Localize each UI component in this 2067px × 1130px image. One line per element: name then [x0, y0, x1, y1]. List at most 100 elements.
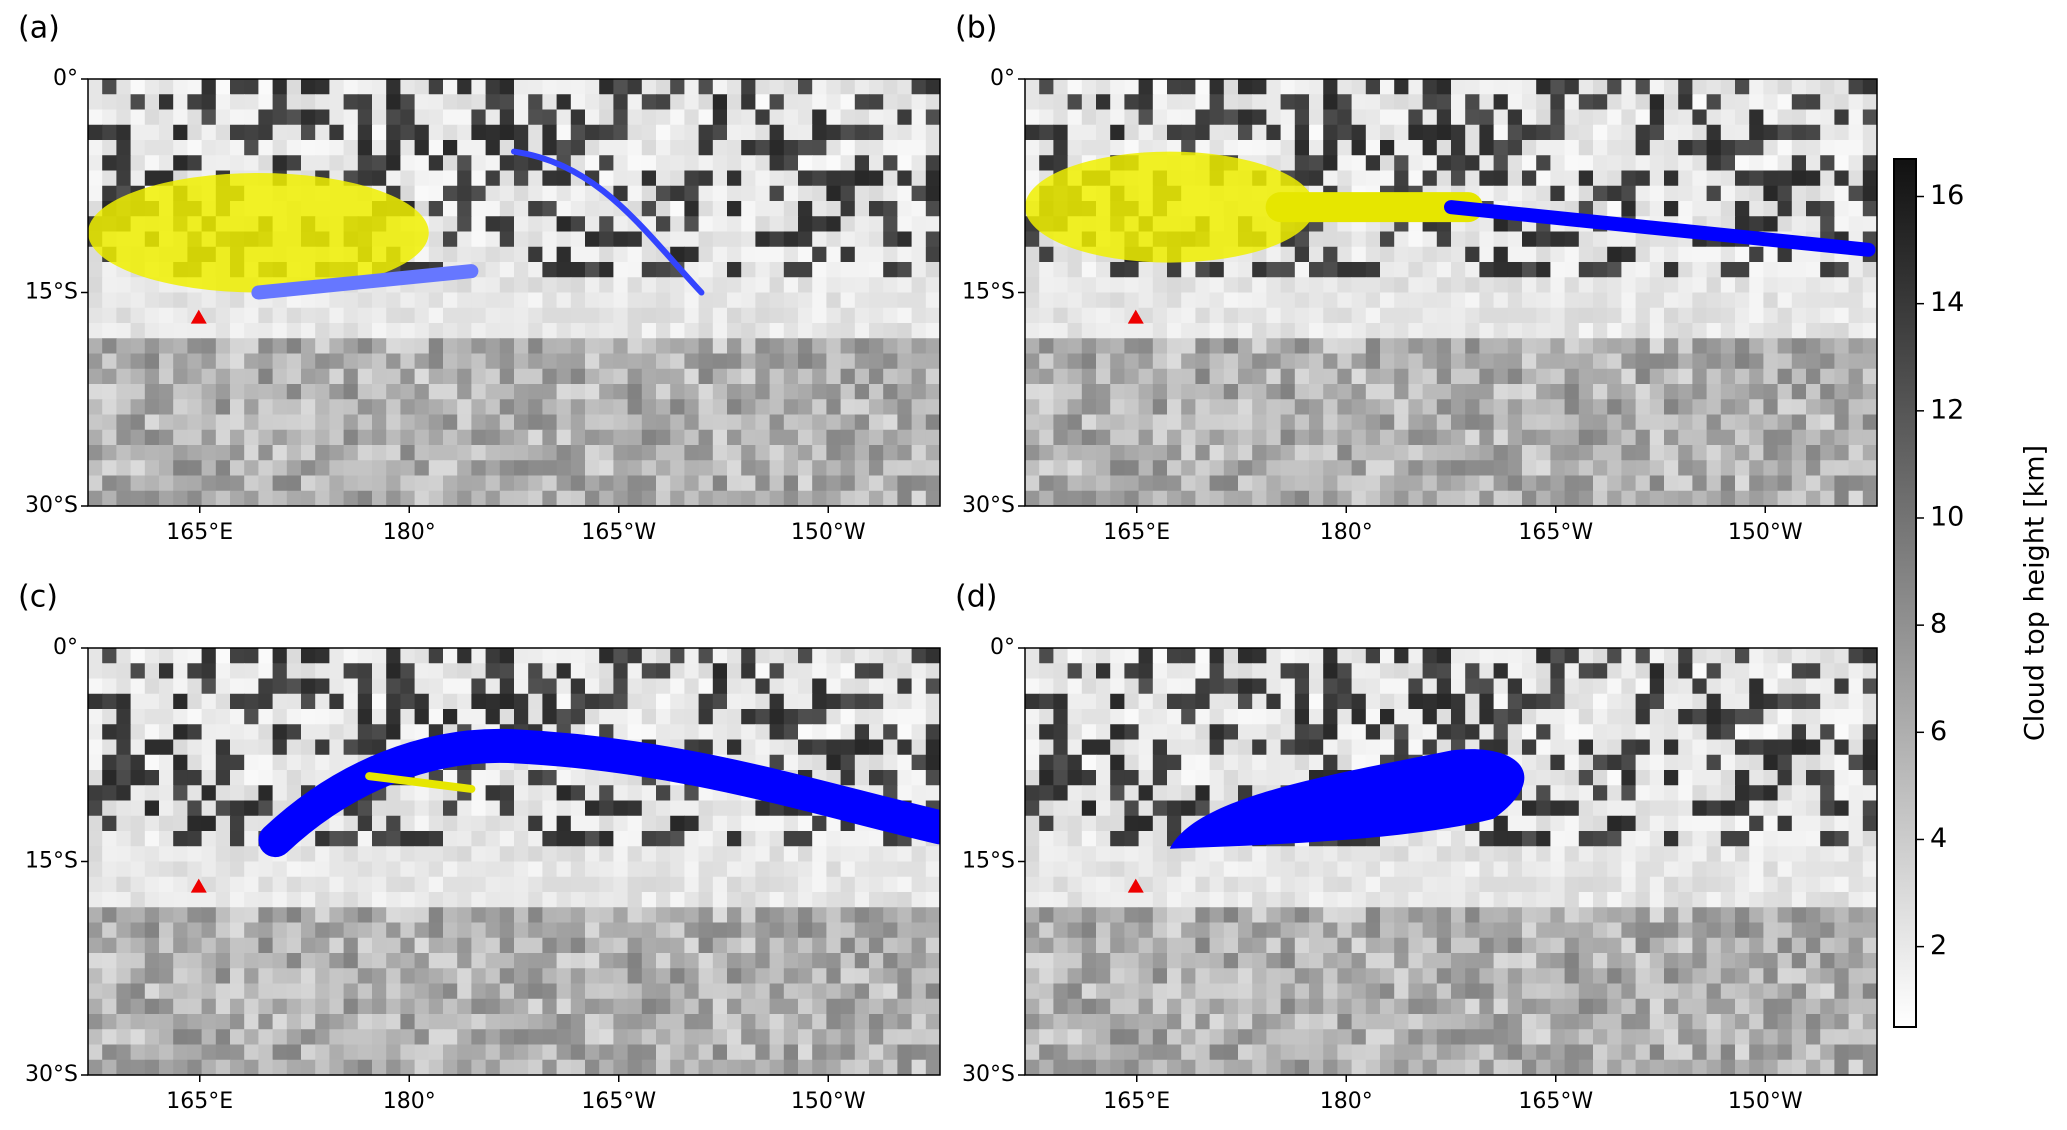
cloud-cell — [542, 216, 558, 232]
cloud-cell — [130, 861, 146, 878]
cloud-cell — [1593, 368, 1608, 385]
cloud-cell — [1039, 323, 1054, 339]
cloud-cell — [130, 475, 146, 492]
cloud-cell — [840, 323, 856, 339]
cloud-cell — [414, 709, 430, 725]
cloud-cell — [1039, 490, 1054, 506]
cloud-cell — [499, 79, 515, 95]
cloud-cell — [528, 185, 543, 202]
cloud-cell — [897, 384, 913, 400]
cloud-cell — [201, 709, 217, 725]
cloud-cell — [457, 678, 472, 695]
cloud-cell — [258, 754, 274, 771]
cloud-cell — [1351, 94, 1367, 110]
cloud-cell — [116, 170, 132, 187]
cloud-cell — [741, 292, 756, 309]
cloud-cell — [499, 937, 515, 954]
cloud-cell — [698, 216, 714, 232]
cloud-cell — [499, 399, 515, 415]
cloud-cell — [812, 1014, 827, 1030]
cloud-cell — [613, 399, 629, 415]
cloud-cell — [585, 876, 600, 893]
cloud-cell — [755, 79, 771, 95]
cloud-cell — [301, 445, 316, 461]
cloud-cell — [712, 185, 728, 202]
cloud-cell — [528, 429, 543, 446]
cloud-cell — [854, 663, 870, 679]
cloud-cell — [102, 155, 117, 171]
cloud-cell — [301, 475, 316, 492]
cloud-cell — [457, 429, 472, 446]
cloud-cell — [1309, 460, 1324, 476]
cloud-cell — [1238, 79, 1253, 95]
cloud-cell — [712, 937, 728, 954]
cloud-cell — [258, 907, 274, 923]
cloud-cell — [840, 460, 856, 476]
cloud-cell — [159, 460, 174, 476]
cloud-cell — [471, 155, 487, 171]
cloud-cell — [1096, 323, 1111, 339]
cloud-cell — [925, 124, 940, 141]
cloud-cell — [514, 678, 529, 695]
cloud-cell — [428, 353, 444, 370]
cloud-cell — [258, 109, 274, 126]
cloud-cell — [443, 1029, 458, 1045]
cloud-cell — [201, 724, 217, 740]
cloud-cell — [1365, 140, 1381, 156]
cloud-cell — [712, 94, 728, 110]
cloud-cell — [173, 79, 188, 95]
cloud-cell — [1479, 124, 1495, 141]
cloud-cell — [585, 968, 600, 984]
cloud-cell — [514, 892, 529, 908]
cloud-cell — [627, 445, 643, 461]
cloud-cell — [1025, 246, 1040, 263]
cloud-cell — [570, 109, 586, 126]
cloud-cell — [130, 785, 146, 801]
cloud-cell — [840, 861, 856, 878]
cloud-cell — [244, 846, 259, 862]
cloud-cell — [1862, 124, 1877, 141]
cloud-cell — [1777, 201, 1793, 217]
cloud-cell — [812, 983, 827, 1000]
cloud-cell — [741, 892, 756, 908]
cloud-cell — [869, 663, 884, 679]
cloud-cell — [372, 490, 387, 506]
cloud-cell — [1152, 414, 1168, 431]
cloud-cell — [329, 922, 345, 939]
cloud-cell — [698, 846, 714, 862]
cloud-cell — [556, 445, 572, 461]
cloud-cell — [457, 460, 472, 476]
cloud-cell — [102, 368, 117, 385]
cloud-cell — [542, 185, 558, 202]
cloud-cell — [499, 445, 515, 461]
cloud-cell — [869, 754, 884, 771]
cloud-cell — [1706, 490, 1722, 506]
cloud-cell — [1834, 307, 1850, 324]
cloud-cell — [230, 384, 245, 400]
cloud-cell — [897, 648, 913, 664]
cloud-cell — [244, 429, 259, 446]
cloud-cell — [883, 246, 898, 263]
cloud-cell — [329, 414, 345, 431]
cloud-cell — [116, 876, 132, 893]
cloud-cell — [471, 475, 487, 492]
cloud-cell — [1664, 338, 1679, 354]
cloud-cell — [1351, 124, 1367, 141]
cloud-cell — [840, 770, 856, 786]
y-tick-label: 15°S — [25, 280, 78, 305]
cloud-cell — [258, 663, 274, 679]
cloud-cell — [585, 693, 600, 710]
cloud-cell — [1323, 368, 1338, 385]
cloud-cell — [272, 1014, 288, 1030]
cloud-cell — [315, 399, 330, 415]
cloud-cell — [812, 307, 827, 324]
cloud-cell — [286, 1029, 302, 1045]
cloud-cell — [343, 94, 359, 110]
cloud-cell — [627, 79, 643, 95]
cloud-cell — [1692, 262, 1708, 278]
cloud-cell — [272, 876, 288, 893]
cloud-cell — [428, 998, 444, 1015]
cloud-cell — [1522, 246, 1537, 263]
cloud-cell — [854, 445, 870, 461]
